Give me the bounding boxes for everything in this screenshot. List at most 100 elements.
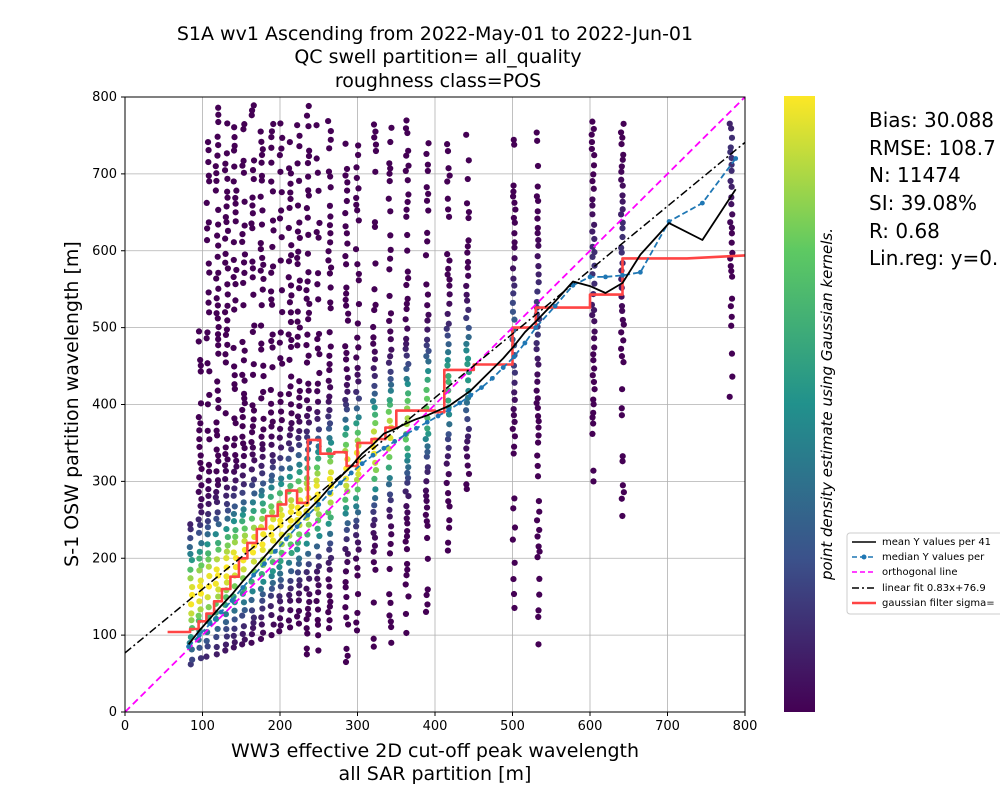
scatter-point-4-40 — [224, 265, 231, 272]
scatter-point-18-44 — [371, 134, 378, 141]
scatter-point-26-9 — [590, 378, 598, 386]
scatter-point-16-14 — [343, 526, 350, 534]
scatter-point-27-11 — [618, 345, 625, 352]
scatter-point-3-30 — [213, 419, 220, 426]
scatter-point-25-11 — [536, 508, 543, 515]
scatter-point-26-27 — [589, 243, 596, 250]
scatter-point-27-31 — [619, 192, 626, 199]
scatter-point-20-5 — [404, 566, 411, 573]
scatter-point-11-21 — [285, 455, 292, 462]
scatter-point-1-26 — [197, 459, 204, 467]
scatter-point-16-49 — [342, 223, 349, 230]
scatter-point-11-47 — [287, 195, 294, 203]
scatter-point-21-20 — [425, 430, 432, 437]
scatter-point-26-14 — [591, 344, 598, 351]
scatter-point-20-11 — [404, 520, 411, 527]
scatter-point-9-10 — [267, 548, 275, 555]
scatter-point-11-26 — [288, 420, 295, 427]
scatter-point-9-5 — [268, 585, 276, 592]
scatter-point-18-24 — [371, 404, 378, 411]
scatter-point-11-37 — [287, 309, 294, 316]
scatter-point-23-7 — [464, 433, 472, 440]
scatter-point-8-14 — [260, 531, 267, 538]
scatter-point-21-44 — [425, 190, 432, 197]
scatter-point-17-32 — [353, 354, 360, 361]
scatter-point-7-14 — [250, 524, 258, 531]
scatter-point-11-43 — [288, 252, 295, 259]
scatter-point-16-33 — [343, 381, 351, 389]
series-point-median-13 — [327, 490, 332, 496]
scatter-point-15-6 — [326, 583, 333, 590]
scatter-point-6-6 — [240, 599, 248, 606]
scatter-point-21-30 — [425, 347, 432, 355]
scatter-point-11-9 — [288, 549, 295, 557]
scatter-point-13-31 — [304, 412, 311, 420]
scatter-point-28-19 — [728, 183, 735, 190]
series-point-median-4 — [229, 598, 235, 603]
scatter-point-20-17 — [404, 479, 411, 486]
scatter-point-13-39 — [304, 331, 311, 338]
scatter-point-9-26 — [268, 423, 275, 430]
scatter-point-15-8 — [326, 566, 333, 573]
scatter-point-1-10 — [197, 577, 204, 584]
scatter-point-10-6 — [277, 583, 284, 590]
scatter-point-22-34 — [445, 265, 452, 272]
scatter-point-22-31 — [446, 282, 453, 289]
scatter-point-1-21 — [198, 496, 205, 503]
scatter-point-10-0 — [276, 628, 283, 635]
scatter-point-28-25 — [727, 144, 734, 151]
scatter-point-2-28 — [206, 368, 213, 375]
colorbar — [784, 96, 815, 712]
scatter-point-3-60 — [215, 111, 222, 118]
series-point-median-22 — [424, 419, 430, 425]
scatter-point-9-20 — [268, 472, 276, 479]
scatter-point-9-3 — [267, 603, 274, 610]
scatter-point-27-16 — [619, 307, 626, 315]
scatter-point-16-8 — [342, 578, 349, 586]
scatter-point-8-8 — [260, 578, 267, 585]
scatter-point-2-6 — [205, 604, 212, 611]
scatter-point-11-35 — [285, 331, 292, 338]
scatter-point-23-17 — [464, 355, 472, 362]
scatter-point-4-26 — [222, 450, 229, 458]
scatter-point-9-8 — [269, 568, 276, 575]
scatter-point-24-8 — [510, 450, 517, 457]
scatter-point-3-51 — [215, 206, 222, 213]
scatter-point-28-6 — [728, 295, 736, 302]
scatter-point-22-5 — [445, 498, 452, 505]
scatter-point-8-1 — [259, 629, 267, 636]
scatter-point-23-16 — [464, 361, 471, 368]
scatter-point-6-41 — [241, 269, 248, 276]
scatter-point-20-31 — [404, 380, 411, 388]
scatter-point-13-46 — [305, 269, 312, 276]
scatter-point-17-14 — [352, 495, 360, 502]
scatter-point-9-14 — [270, 516, 277, 523]
scatter-point-17-4 — [354, 572, 361, 579]
scatter-point-5-5 — [231, 607, 238, 614]
scatter-point-28-3 — [728, 322, 735, 329]
series-point-median-8 — [272, 548, 278, 554]
scatter-point-3-17 — [213, 515, 220, 522]
scatter-point-3-47 — [214, 253, 221, 260]
scatter-point-27-17 — [618, 302, 626, 310]
scatter-point-20-57 — [405, 147, 412, 154]
scatter-point-15-57 — [327, 128, 334, 135]
scatter-point-7-29 — [250, 407, 258, 414]
scatter-point-5-2 — [230, 632, 237, 639]
scatter-point-1-11 — [196, 567, 203, 574]
scatter-point-3-36 — [215, 342, 222, 349]
axis-ticks: 0 100 200 300 400 500 600 700 800 0 100 200 300 400 50… — [92, 90, 757, 734]
scatter-point-22-36 — [444, 251, 451, 258]
scatter-point-21-15 — [424, 464, 431, 471]
scatter-point-23-0 — [463, 485, 470, 493]
scatter-point-23-38 — [463, 131, 470, 138]
scatter-point-16-26 — [342, 431, 349, 438]
scatter-point-16-7 — [342, 584, 349, 591]
scatter-point-28-23 — [728, 154, 735, 162]
scatter-point-14-14 — [314, 525, 321, 532]
scatter-point-5-23 — [233, 463, 240, 470]
x-tick-label-100: 100 — [190, 719, 215, 734]
scatter-point-4-43 — [222, 235, 229, 242]
scatter-point-1-14 — [196, 548, 203, 555]
scatter-point-5-50 — [231, 142, 238, 149]
